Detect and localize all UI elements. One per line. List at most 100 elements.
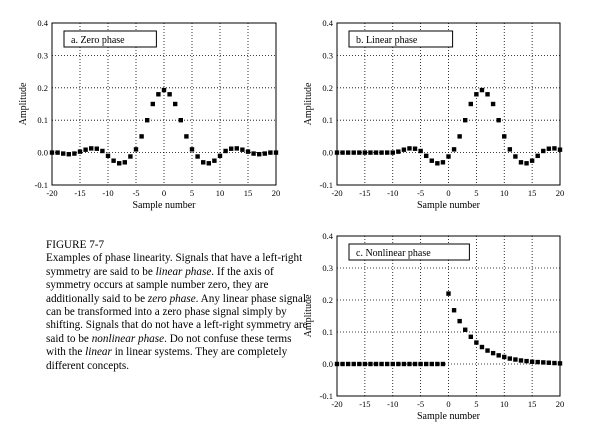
x-tick-label: -5: [417, 399, 424, 409]
data-point: [474, 92, 479, 97]
x-tick-label: 15: [528, 188, 537, 198]
x-tick-label: -15: [359, 399, 370, 409]
data-point: [212, 158, 217, 163]
data-point: [524, 358, 529, 364]
data-point: [89, 146, 94, 151]
data-point: [463, 118, 468, 123]
y-tick-label: 0.1: [37, 115, 48, 125]
data-point: [429, 158, 434, 163]
data-point: [541, 148, 546, 154]
caption-segment: . If the axis of symmetry occurs at samp…: [46, 265, 274, 305]
caption-segment: Examples of phase linearity. Signals tha…: [46, 252, 303, 278]
caption-emphasis: zero phase: [147, 292, 196, 305]
data-point: [535, 153, 540, 159]
data-point: [418, 361, 423, 367]
data-point: [502, 354, 507, 360]
y-tick-label: 0.2: [37, 83, 48, 93]
x-tick-label: 5: [474, 188, 478, 198]
data-point: [49, 150, 55, 155]
data-point: [479, 87, 485, 93]
y-axis-label: Amplitude: [18, 82, 29, 125]
x-tick-label: 0: [446, 399, 450, 409]
data-point: [396, 149, 401, 154]
data-point: [133, 147, 139, 152]
data-point: [257, 152, 262, 157]
x-tick-label: -20: [331, 188, 342, 198]
data-point: [340, 150, 345, 155]
figure-caption: FIGURE 7-7 Examples of phase linearity. …: [46, 239, 308, 373]
data-point: [424, 153, 429, 159]
data-point: [524, 161, 529, 166]
y-tick-label: 0.2: [322, 83, 333, 93]
data-point: [362, 150, 368, 155]
data-point: [546, 146, 552, 151]
data-point: [485, 348, 490, 353]
data-point: [490, 350, 496, 356]
data-point: [83, 147, 88, 152]
x-tick-label: 15: [528, 399, 537, 409]
data-point: [451, 308, 457, 313]
data-point: [345, 150, 351, 155]
y-tick-label: 0.1: [322, 115, 333, 125]
data-point: [451, 147, 457, 152]
data-point: [173, 101, 178, 107]
data-point: [518, 358, 524, 363]
y-tick-label: 0.4: [322, 18, 333, 28]
data-point: [407, 146, 412, 151]
data-point: [128, 154, 133, 159]
data-point: [424, 361, 429, 367]
x-tick-label: 5: [474, 399, 478, 409]
y-axis-label: Amplitude: [303, 82, 314, 125]
data-point: [435, 161, 440, 166]
data-point: [435, 361, 440, 367]
data-point: [161, 87, 167, 93]
y-axis-label: Amplitude: [303, 294, 314, 337]
x-tick-label: -20: [46, 188, 57, 198]
data-point: [407, 361, 412, 367]
data-point: [485, 92, 490, 97]
caption-segment: . Any linear phase signal can be transfo…: [46, 292, 308, 345]
data-point: [463, 327, 468, 332]
x-tick-label: 20: [272, 188, 281, 198]
data-point: [384, 361, 390, 367]
caption-text: Examples of phase linearity. Signals tha…: [46, 252, 308, 371]
data-point: [418, 148, 423, 154]
x-tick-label: 20: [556, 399, 565, 409]
data-point: [156, 92, 161, 97]
data-point: [507, 356, 513, 361]
data-point: [223, 148, 228, 154]
data-point: [379, 150, 384, 155]
data-point: [340, 361, 345, 367]
data-point: [440, 361, 446, 367]
caption-emphasis: linear phase: [155, 265, 212, 278]
x-tick-label: -5: [417, 188, 424, 198]
data-point: [262, 151, 267, 156]
panel-label: c. Nonlinear phase: [356, 248, 431, 259]
data-point: [412, 146, 418, 151]
data-point: [529, 359, 535, 364]
data-point: [412, 361, 418, 367]
data-point: [184, 134, 189, 139]
plot-frame: [336, 235, 561, 397]
x-tick-label: -10: [387, 188, 398, 198]
x-axis-label: Sample number: [132, 200, 196, 211]
plot-frame: [336, 22, 561, 186]
data-point: [557, 361, 563, 366]
y-tick-label: 0.0: [37, 148, 48, 158]
data-point: [122, 160, 127, 165]
data-point: [167, 92, 172, 97]
data-point: [446, 154, 451, 159]
x-axis-label: Sample number: [417, 200, 481, 211]
figure-title: FIGURE 7-7: [46, 239, 105, 251]
caption-segment: . Do not confuse these terms with the: [46, 332, 292, 359]
data-point: [139, 134, 144, 139]
data-point: [401, 147, 407, 152]
data-point: [72, 151, 77, 156]
data-point: [345, 361, 351, 367]
data-point: [334, 361, 340, 367]
data-point: [251, 151, 256, 156]
data-point: [189, 147, 195, 152]
data-point: [401, 361, 407, 367]
data-point: [373, 361, 379, 367]
